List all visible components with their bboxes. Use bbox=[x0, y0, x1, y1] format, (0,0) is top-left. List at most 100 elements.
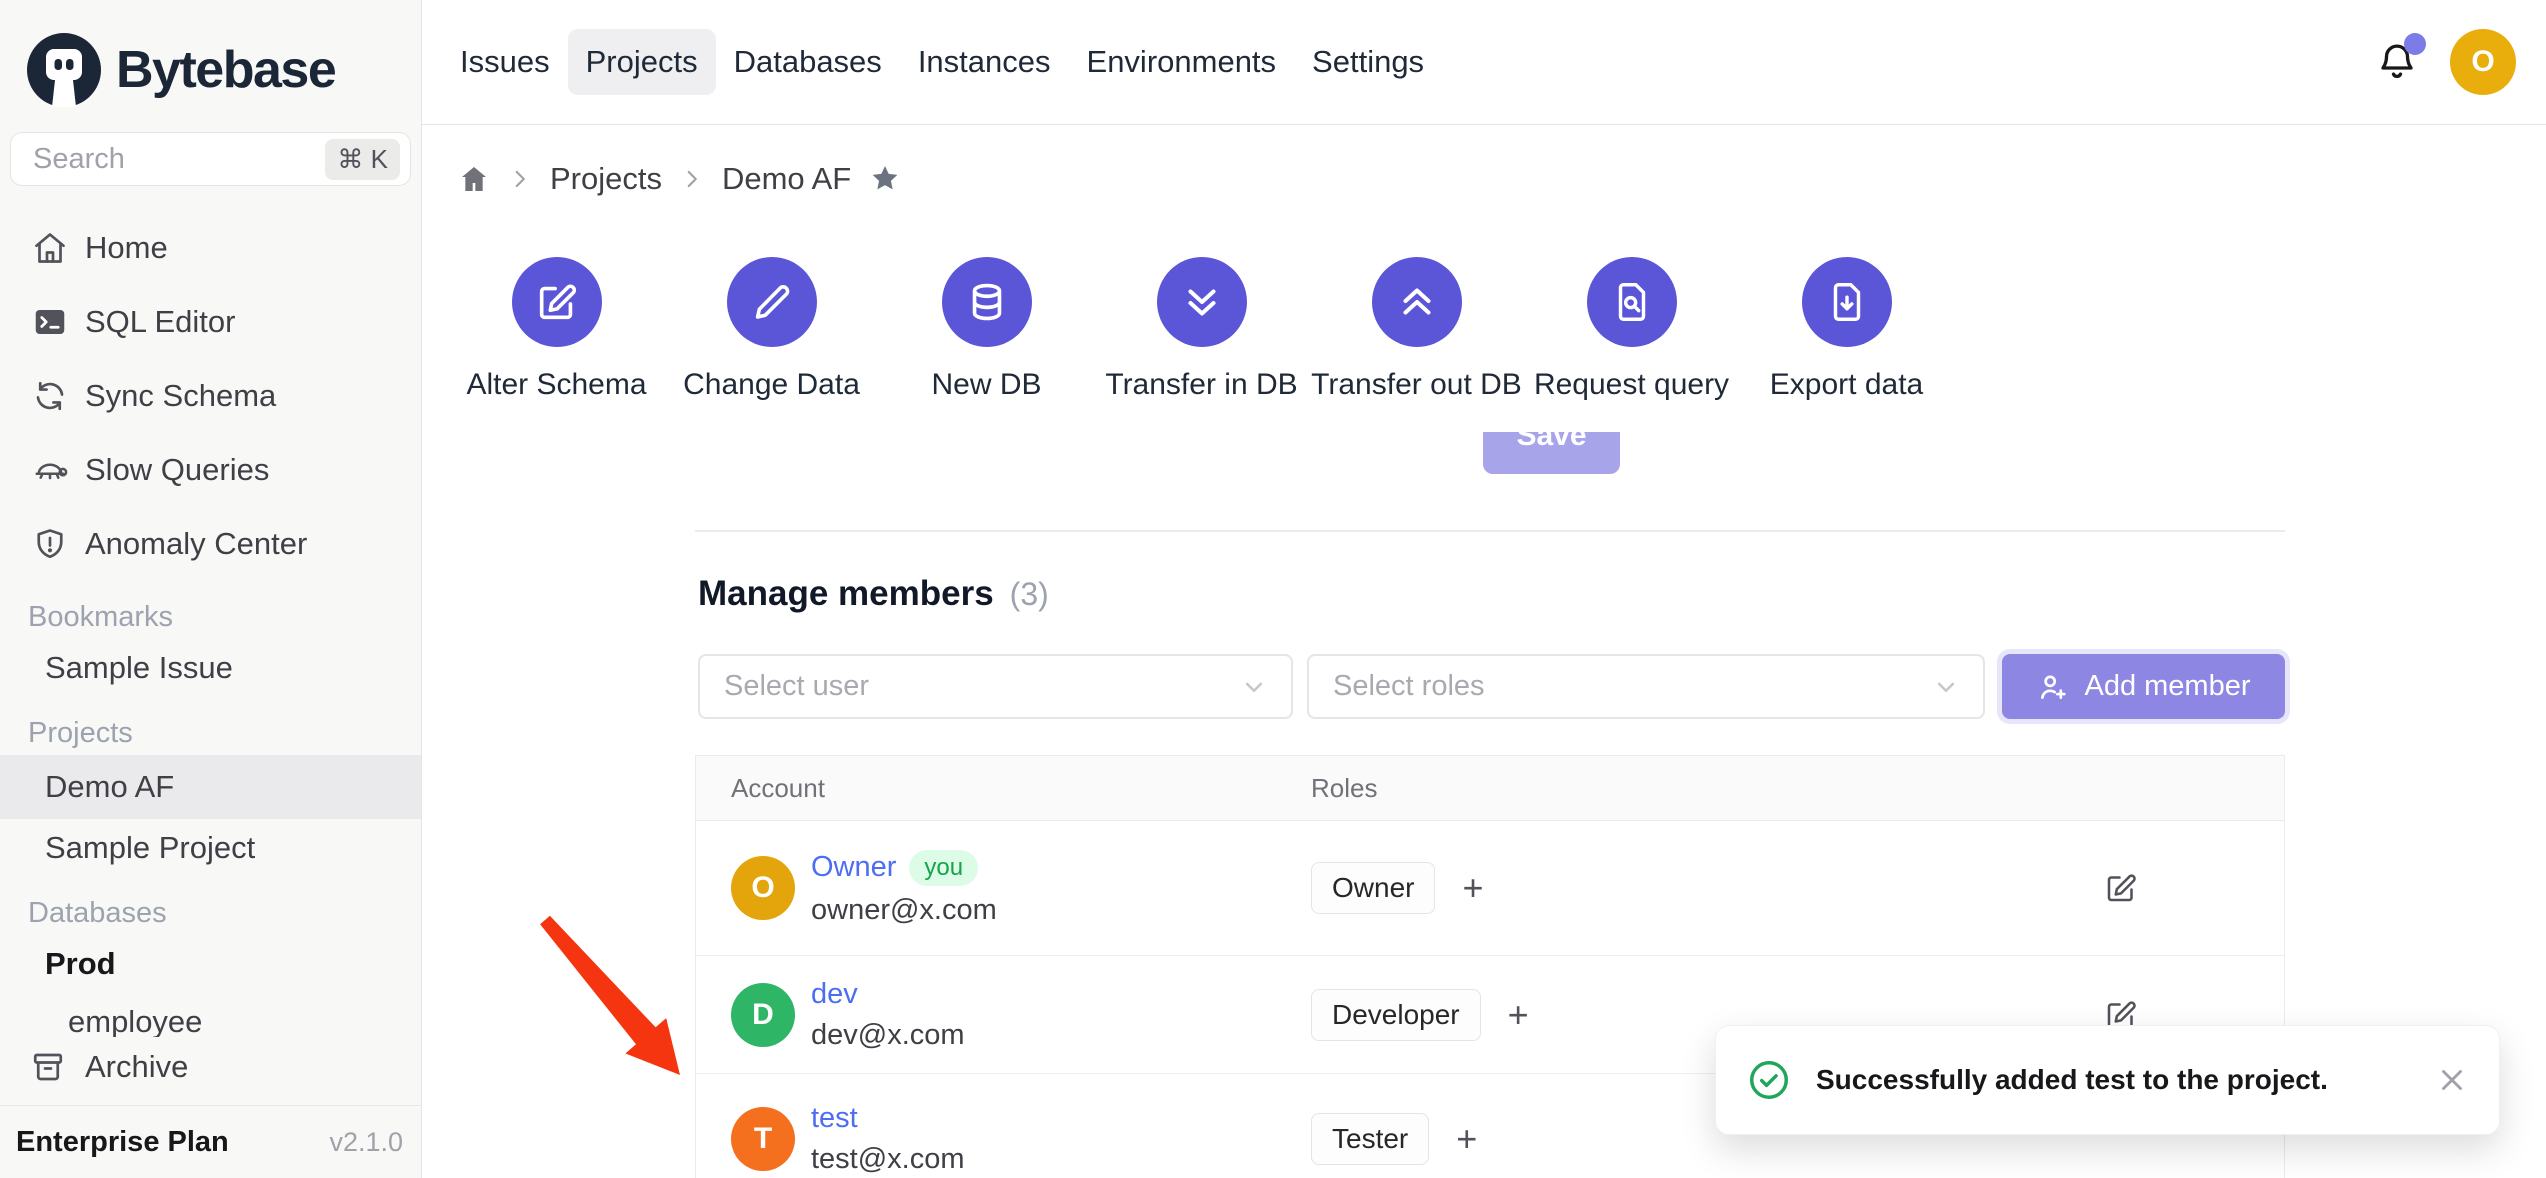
edit-icon[interactable] bbox=[2103, 870, 2139, 906]
tab-instances[interactable]: Instances bbox=[917, 44, 1051, 79]
sidebar-footer: Enterprise Plan v2.1.0 bbox=[0, 1105, 421, 1178]
sidebar-item-employee[interactable]: employee bbox=[68, 1004, 203, 1037]
sidebar-item-sample-issue[interactable]: Sample Issue bbox=[45, 650, 233, 685]
sidebar-item-slow-queries[interactable]: Slow Queries bbox=[0, 433, 421, 507]
star-icon[interactable] bbox=[868, 162, 902, 196]
quick-action-transfer-in-db[interactable]: Transfer in DB bbox=[1094, 257, 1309, 403]
quick-action-new-db[interactable]: New DB bbox=[879, 257, 1094, 403]
tab-issues[interactable]: Issues bbox=[460, 44, 550, 79]
add-member-controls: Select user Select roles Add member bbox=[698, 654, 2546, 719]
breadcrumb-projects[interactable]: Projects bbox=[550, 161, 662, 196]
section-title: Bookmarks bbox=[28, 600, 174, 633]
sidebar-item-archive[interactable]: Archive bbox=[0, 1037, 421, 1097]
notification-dot bbox=[2404, 33, 2426, 55]
quick-action-request-query[interactable]: Request query bbox=[1524, 257, 1739, 403]
add-role-button[interactable]: + bbox=[1507, 993, 1529, 1035]
notifications-button[interactable] bbox=[2376, 33, 2426, 85]
member-name-link[interactable]: test bbox=[811, 1101, 858, 1134]
role-chip[interactable]: Tester bbox=[1311, 1112, 1430, 1165]
role-chip[interactable]: Owner bbox=[1311, 862, 1436, 914]
sidebar-item-sync-schema[interactable]: Sync Schema bbox=[0, 359, 421, 433]
section-divider bbox=[695, 530, 2285, 532]
pencil-icon bbox=[755, 285, 789, 319]
main-area: Issues Projects Databases Instances Envi… bbox=[422, 0, 2546, 1178]
select-roles-placeholder: Select roles bbox=[1333, 670, 1485, 702]
close-icon[interactable] bbox=[2435, 1063, 2469, 1097]
quick-action-transfer-out-db[interactable]: Transfer out DB bbox=[1309, 257, 1524, 403]
sidebar-item-sql-editor[interactable]: SQL Editor bbox=[0, 285, 421, 359]
member-email: test@x.com bbox=[811, 1142, 965, 1175]
page-title: Manage members bbox=[698, 574, 994, 613]
file-search-icon bbox=[1618, 283, 1645, 321]
tab-environments[interactable]: Environments bbox=[1086, 44, 1277, 79]
terminal-icon bbox=[35, 310, 65, 334]
double-chevron-up-icon bbox=[1402, 288, 1431, 315]
save-button[interactable]: Save bbox=[1483, 432, 1620, 474]
topbar-right: O bbox=[2376, 29, 2516, 95]
bell-icon bbox=[2381, 44, 2413, 79]
section-title: Projects bbox=[28, 716, 133, 749]
role-chip[interactable]: Developer bbox=[1311, 988, 1481, 1041]
quick-action-label: New DB bbox=[931, 368, 1042, 401]
sidebar-item-demo-af[interactable]: Demo AF bbox=[0, 755, 421, 819]
avatar: T bbox=[731, 1106, 795, 1171]
member-email: owner@x.com bbox=[811, 893, 997, 926]
search-shortcut-badge: ⌘ K bbox=[325, 138, 400, 180]
home-icon[interactable] bbox=[458, 163, 490, 195]
database-icon bbox=[972, 283, 1001, 321]
sidebar-item-label: Slow Queries bbox=[85, 452, 270, 487]
turtle-icon bbox=[35, 463, 68, 480]
version-label: v2.1.0 bbox=[329, 1126, 403, 1157]
table-row-owner: O Owner you owner@x.com Owner + bbox=[696, 821, 2284, 956]
select-user-placeholder: Select user bbox=[724, 670, 870, 702]
quick-action-label: Export data bbox=[1769, 368, 1924, 401]
success-toast: Successfully added test to the project. bbox=[1715, 1025, 2500, 1135]
top-navigation: Issues Projects Databases Instances Envi… bbox=[422, 0, 2546, 125]
bytebase-logo-icon bbox=[27, 33, 101, 107]
select-roles-dropdown[interactable]: Select roles bbox=[1307, 654, 1985, 719]
you-badge: you bbox=[909, 849, 979, 886]
avatar: D bbox=[731, 982, 795, 1047]
user-plus-icon bbox=[2041, 674, 2067, 699]
quick-action-export-data[interactable]: Export data bbox=[1739, 257, 1954, 403]
breadcrumb-demo-af[interactable]: Demo AF bbox=[721, 161, 852, 196]
sidebar-nav: Home SQL Editor Sync Schema Slow Queries… bbox=[0, 211, 421, 581]
tab-settings[interactable]: Settings bbox=[1312, 44, 1425, 79]
sidebar-item-sample-project[interactable]: Sample Project bbox=[45, 830, 256, 865]
member-email: dev@x.com bbox=[811, 1018, 965, 1051]
add-role-button[interactable]: + bbox=[1456, 1117, 1478, 1159]
tab-projects[interactable]: Projects bbox=[567, 29, 716, 95]
sidebar-item-home[interactable]: Home bbox=[0, 211, 421, 285]
add-role-button[interactable]: + bbox=[1462, 867, 1484, 908]
brand-name: Bytebase bbox=[116, 41, 337, 99]
search-input[interactable] bbox=[33, 142, 326, 176]
shield-alert-icon bbox=[37, 529, 63, 559]
sidebar-section-bookmarks: Bookmarks Sample Issue bbox=[0, 595, 421, 697]
sidebar-item-prod[interactable]: Prod bbox=[45, 946, 116, 981]
archive-box-icon bbox=[33, 1053, 63, 1081]
plan-label: Enterprise Plan bbox=[16, 1125, 229, 1158]
tab-databases[interactable]: Databases bbox=[733, 44, 882, 79]
sidebar-section-projects: Projects Demo AF Sample Project bbox=[0, 711, 421, 877]
chevron-down-icon bbox=[1937, 682, 1955, 692]
member-name-link[interactable]: dev bbox=[811, 977, 858, 1010]
sync-icon bbox=[36, 381, 64, 411]
user-avatar[interactable]: O bbox=[2450, 29, 2516, 95]
quick-action-change-data[interactable]: Change Data bbox=[664, 257, 879, 403]
member-name-link[interactable]: Owner bbox=[811, 851, 897, 883]
search-box[interactable]: ⌘ K bbox=[10, 132, 411, 186]
chevron-down-icon bbox=[1245, 682, 1263, 692]
select-user-dropdown[interactable]: Select user bbox=[698, 654, 1293, 719]
quick-action-label: Alter Schema bbox=[466, 368, 647, 401]
avatar: O bbox=[731, 856, 795, 920]
quick-action-alter-schema[interactable]: Alter Schema bbox=[449, 257, 664, 403]
brand-logo[interactable]: Bytebase bbox=[0, 0, 421, 118]
annotation-arrow bbox=[540, 915, 680, 1075]
sidebar: Bytebase ⌘ K Home SQL Editor Sync Schema… bbox=[0, 0, 422, 1178]
double-chevron-down-icon bbox=[1187, 289, 1216, 316]
sidebar-item-label: Anomaly Center bbox=[85, 526, 308, 561]
manage-members-heading: Manage members (3) bbox=[698, 574, 2546, 614]
members-table: Account Roles O Owner you owner@x.com bbox=[695, 755, 2285, 1178]
add-member-button[interactable]: Add member bbox=[2002, 654, 2285, 719]
sidebar-item-anomaly-center[interactable]: Anomaly Center bbox=[0, 507, 421, 581]
